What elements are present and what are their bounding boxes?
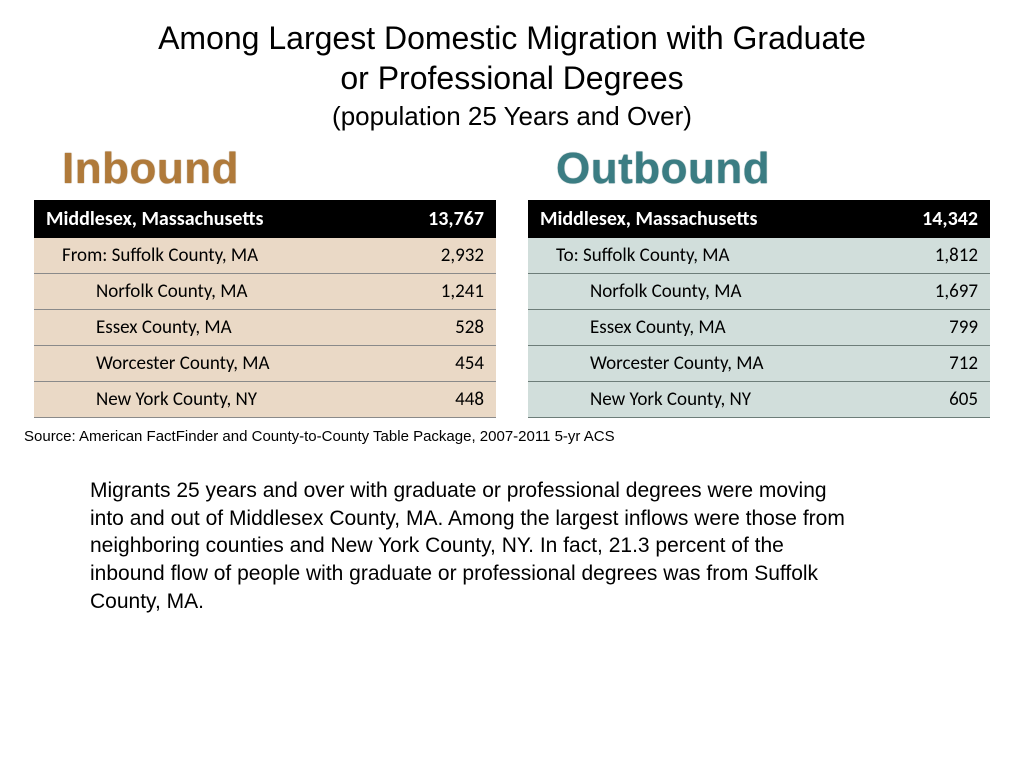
table-row: Norfolk County, MA 1,241 bbox=[34, 273, 496, 309]
panels: Inbound Middlesex, Massachusetts 13,767 … bbox=[20, 144, 1004, 418]
table-row: Worcester County, MA 712 bbox=[528, 345, 990, 381]
subtitle: (population 25 Years and Over) bbox=[20, 100, 1004, 134]
table-header-row: Middlesex, Massachusetts 14,342 bbox=[528, 200, 990, 238]
body-paragraph: Migrants 25 years and over with graduate… bbox=[20, 477, 920, 616]
table-row: From: Suffolk County, MA 2,932 bbox=[34, 238, 496, 274]
row-label: Worcester County, MA bbox=[528, 345, 877, 381]
row-value: 2,932 bbox=[383, 238, 496, 274]
source-note: Source: American FactFinder and County-t… bbox=[20, 428, 1004, 445]
outbound-panel: Outbound Middlesex, Massachusetts 14,342… bbox=[528, 144, 990, 418]
row-label: Norfolk County, MA bbox=[528, 273, 877, 309]
outbound-heading: Outbound bbox=[528, 144, 990, 194]
row-label: Essex County, MA bbox=[528, 309, 877, 345]
header-label: Middlesex, Massachusetts bbox=[528, 200, 877, 238]
row-value: 1,241 bbox=[383, 273, 496, 309]
header-value: 13,767 bbox=[383, 200, 496, 238]
row-value: 605 bbox=[877, 381, 990, 417]
outbound-table: Middlesex, Massachusetts 14,342 To: Suff… bbox=[528, 200, 990, 418]
row-label: New York County, NY bbox=[34, 381, 383, 417]
table-row: Norfolk County, MA 1,697 bbox=[528, 273, 990, 309]
row-value: 712 bbox=[877, 345, 990, 381]
inbound-table: Middlesex, Massachusetts 13,767 From: Su… bbox=[34, 200, 496, 418]
row-label: To: Suffolk County, MA bbox=[528, 238, 877, 274]
table-row: To: Suffolk County, MA 1,812 bbox=[528, 238, 990, 274]
title-block: Among Largest Domestic Migration with Gr… bbox=[20, 18, 1004, 134]
title-line-2: or Professional Degrees bbox=[20, 58, 1004, 98]
row-value: 1,812 bbox=[877, 238, 990, 274]
row-label: Essex County, MA bbox=[34, 309, 383, 345]
row-label: New York County, NY bbox=[528, 381, 877, 417]
row-value: 448 bbox=[383, 381, 496, 417]
table-row: New York County, NY 605 bbox=[528, 381, 990, 417]
table-row: New York County, NY 448 bbox=[34, 381, 496, 417]
table-row: Essex County, MA 799 bbox=[528, 309, 990, 345]
row-value: 528 bbox=[383, 309, 496, 345]
inbound-heading: Inbound bbox=[34, 144, 496, 194]
row-label: Norfolk County, MA bbox=[34, 273, 383, 309]
row-label: Worcester County, MA bbox=[34, 345, 383, 381]
inbound-panel: Inbound Middlesex, Massachusetts 13,767 … bbox=[34, 144, 496, 418]
header-label: Middlesex, Massachusetts bbox=[34, 200, 383, 238]
title-line-1: Among Largest Domestic Migration with Gr… bbox=[20, 18, 1004, 58]
row-value: 1,697 bbox=[877, 273, 990, 309]
table-row: Worcester County, MA 454 bbox=[34, 345, 496, 381]
row-label: From: Suffolk County, MA bbox=[34, 238, 383, 274]
row-value: 799 bbox=[877, 309, 990, 345]
table-row: Essex County, MA 528 bbox=[34, 309, 496, 345]
table-header-row: Middlesex, Massachusetts 13,767 bbox=[34, 200, 496, 238]
row-value: 454 bbox=[383, 345, 496, 381]
header-value: 14,342 bbox=[877, 200, 990, 238]
